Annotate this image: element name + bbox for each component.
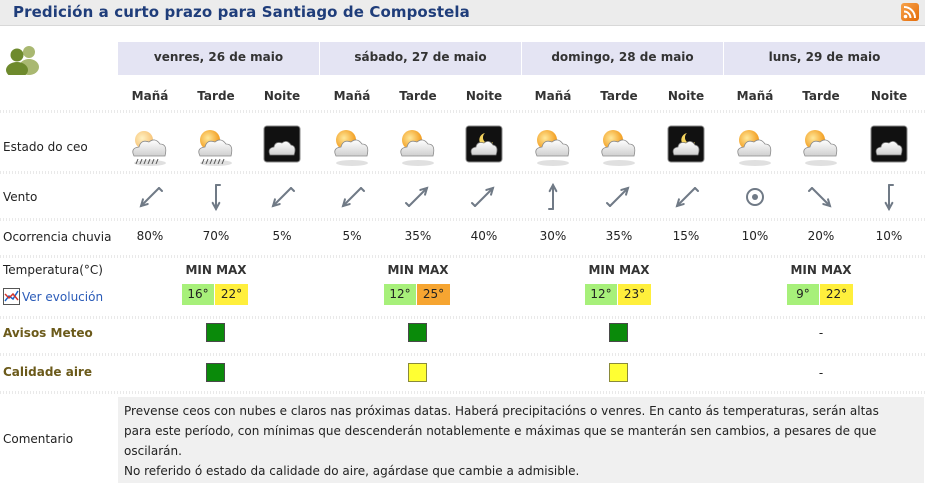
comment-line: para este período, con mínimas que desce… — [124, 424, 877, 438]
day-header: domingo, 28 de maio — [522, 42, 723, 75]
period-label: Mañá — [131, 89, 169, 103]
cloudy-drizzle-icon — [127, 123, 173, 169]
arrow-southwest-icon — [669, 180, 703, 214]
rain-probability: 35% — [404, 229, 432, 243]
night-moon-cloud-icon — [663, 123, 709, 169]
arrow-north-icon — [536, 180, 570, 214]
rain-probability: 10% — [875, 229, 903, 243]
rain-probability: 35% — [605, 229, 633, 243]
temp-min: 12° — [384, 284, 416, 305]
calm-circle-icon — [738, 180, 772, 214]
chart-icon — [3, 288, 20, 305]
arrow-southwest-icon — [335, 180, 369, 214]
night-moon-cloud-icon — [461, 123, 507, 169]
ver-evolucion-link[interactable]: Ver evolución — [3, 288, 103, 305]
sun-cloud-icon — [798, 123, 844, 169]
rain-probability: 30% — [539, 229, 567, 243]
day-header: luns, 29 de maio — [724, 42, 925, 75]
period-label: Tarde — [197, 89, 235, 103]
sun-cloud-icon — [395, 123, 441, 169]
temp-max: 25° — [417, 284, 450, 305]
arrow-northeast-icon — [602, 180, 636, 214]
comment-line: Prevense ceos con nubes e claros nas pró… — [124, 404, 879, 418]
rain-probability: 5% — [342, 229, 362, 243]
rain-probability: 40% — [470, 229, 498, 243]
day-header: venres, 26 de maio — [118, 42, 319, 75]
period-label: Tarde — [802, 89, 840, 103]
arrow-northeast-icon — [401, 180, 435, 214]
arrow-southwest-icon — [265, 180, 299, 214]
sun-cloud-icon — [732, 123, 778, 169]
rain-probability: 10% — [741, 229, 769, 243]
row-label-estado: Estado do ceo — [3, 140, 88, 154]
temp-max: 22° — [820, 284, 853, 305]
period-label: Mañá — [333, 89, 371, 103]
title-bar: Predición a curto prazo para Santiago de… — [0, 0, 925, 26]
row-label-chuvia: Ocorrencia chuvia — [3, 230, 112, 244]
minmax-label: MIN MAX — [387, 263, 449, 277]
period-label: Noite — [667, 89, 705, 103]
period-label: Tarde — [600, 89, 638, 103]
aviso-indicator[interactable] — [408, 323, 427, 342]
night-cloud-icon — [866, 123, 912, 169]
period-label: Noite — [870, 89, 908, 103]
period-label: Noite — [263, 89, 301, 103]
period-label: Mañá — [534, 89, 572, 103]
minmax-label: MIN MAX — [588, 263, 650, 277]
rain-probability: 70% — [202, 229, 230, 243]
period-label: Noite — [465, 89, 503, 103]
row-label-avisos[interactable]: Avisos Meteo — [3, 326, 93, 340]
sun-cloud-rain-icon — [193, 123, 239, 169]
arrow-northeast-icon — [467, 180, 501, 214]
comment-box — [118, 397, 924, 483]
comment-text: Prevense ceos con nubes e claros nas pró… — [124, 401, 919, 481]
temp-min: 16° — [182, 284, 214, 305]
air-quality-indicator[interactable] — [206, 363, 225, 382]
ver-evolucion-text[interactable]: Ver evolución — [22, 289, 104, 304]
comment-line: oscilarán. — [124, 444, 182, 458]
temp-max: 23° — [618, 284, 651, 305]
row-label-vento: Vento — [3, 190, 38, 204]
row-label-comentario: Comentario — [3, 432, 74, 446]
temp-min: 9° — [787, 284, 819, 305]
rain-probability: 5% — [272, 229, 292, 243]
aviso-indicator: - — [818, 326, 824, 340]
sun-cloud-icon — [329, 123, 375, 169]
temp-max: 22° — [215, 284, 248, 305]
day-header: sábado, 27 de maio — [320, 42, 521, 75]
period-label: Mañá — [736, 89, 774, 103]
rain-probability: 15% — [672, 229, 700, 243]
air-quality-indicator[interactable] — [408, 363, 427, 382]
sun-cloud-icon — [530, 123, 576, 169]
minmax-label: MIN MAX — [185, 263, 247, 277]
sun-cloud-icon — [596, 123, 642, 169]
rain-probability: 80% — [136, 229, 164, 243]
night-cloud-icon — [259, 123, 305, 169]
aviso-indicator[interactable] — [206, 323, 225, 342]
row-label-calidade[interactable]: Calidade aire — [3, 365, 92, 379]
arrow-south-icon — [872, 180, 906, 214]
row-label-temperatura: Temperatura(°C) — [3, 263, 103, 277]
arrow-southeast-icon — [804, 180, 838, 214]
users-icon — [6, 46, 39, 75]
temp-min: 12° — [585, 284, 617, 305]
air-quality-indicator[interactable] — [609, 363, 628, 382]
rss-icon[interactable] — [901, 3, 919, 21]
rain-probability: 20% — [807, 229, 835, 243]
period-label: Tarde — [399, 89, 437, 103]
air-quality-indicator: - — [818, 366, 824, 380]
aviso-indicator[interactable] — [609, 323, 628, 342]
comment-line: No referido ó estado da calidade do aire… — [124, 464, 580, 478]
arrow-southwest-icon — [133, 180, 167, 214]
page-title: Predición a curto prazo para Santiago de… — [13, 3, 470, 21]
minmax-label: MIN MAX — [790, 263, 852, 277]
arrow-south-icon — [199, 180, 233, 214]
